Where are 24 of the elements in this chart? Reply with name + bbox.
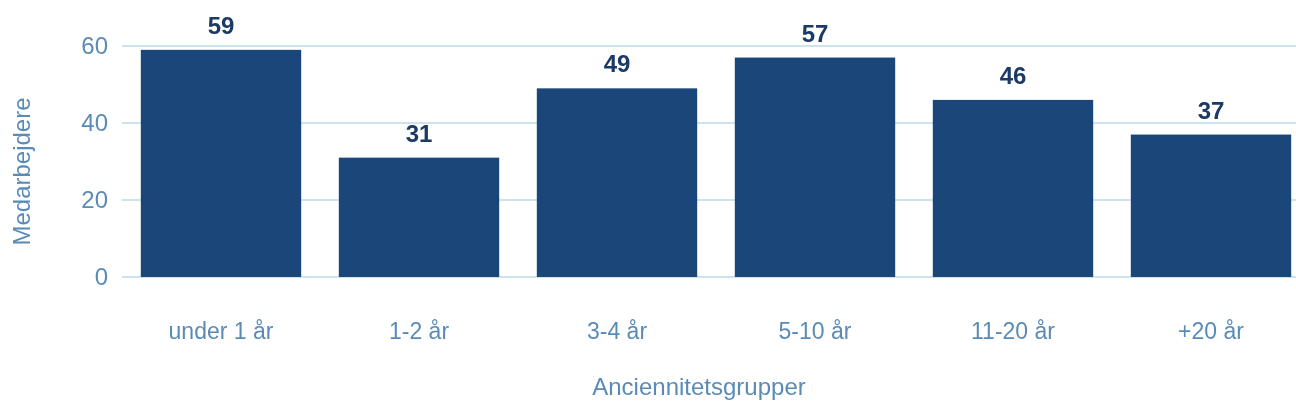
- data-label: 37: [1197, 96, 1225, 124]
- y-tick-label: 60: [81, 32, 108, 60]
- bar: [140, 49, 302, 277]
- y-tick-label: 0: [94, 263, 108, 291]
- data-label: 59: [207, 11, 235, 39]
- bar: [536, 88, 698, 277]
- data-label: 49: [603, 50, 631, 78]
- x-tick-label: 1-2 år: [388, 318, 450, 344]
- bar: [338, 157, 500, 277]
- data-label: 57: [801, 19, 829, 47]
- y-tick-label: 40: [81, 109, 108, 137]
- data-label: 46: [999, 61, 1027, 89]
- x-tick-label: 11-20 år: [971, 318, 1056, 344]
- y-axis-title: Medarbejdere: [8, 97, 35, 246]
- bar: [932, 99, 1094, 277]
- data-label: 31: [405, 119, 433, 147]
- y-tick-label: 20: [81, 186, 108, 214]
- x-axis-title: Anciennitetsgrupper: [592, 373, 806, 400]
- x-tick-label: under 1 år: [168, 318, 274, 344]
- x-tick-label: 5-10 år: [778, 318, 852, 344]
- bar: [734, 57, 896, 277]
- bar: [1130, 134, 1292, 277]
- x-tick-label: +20 år: [1178, 318, 1245, 344]
- x-tick-label: 3-4 år: [586, 318, 648, 344]
